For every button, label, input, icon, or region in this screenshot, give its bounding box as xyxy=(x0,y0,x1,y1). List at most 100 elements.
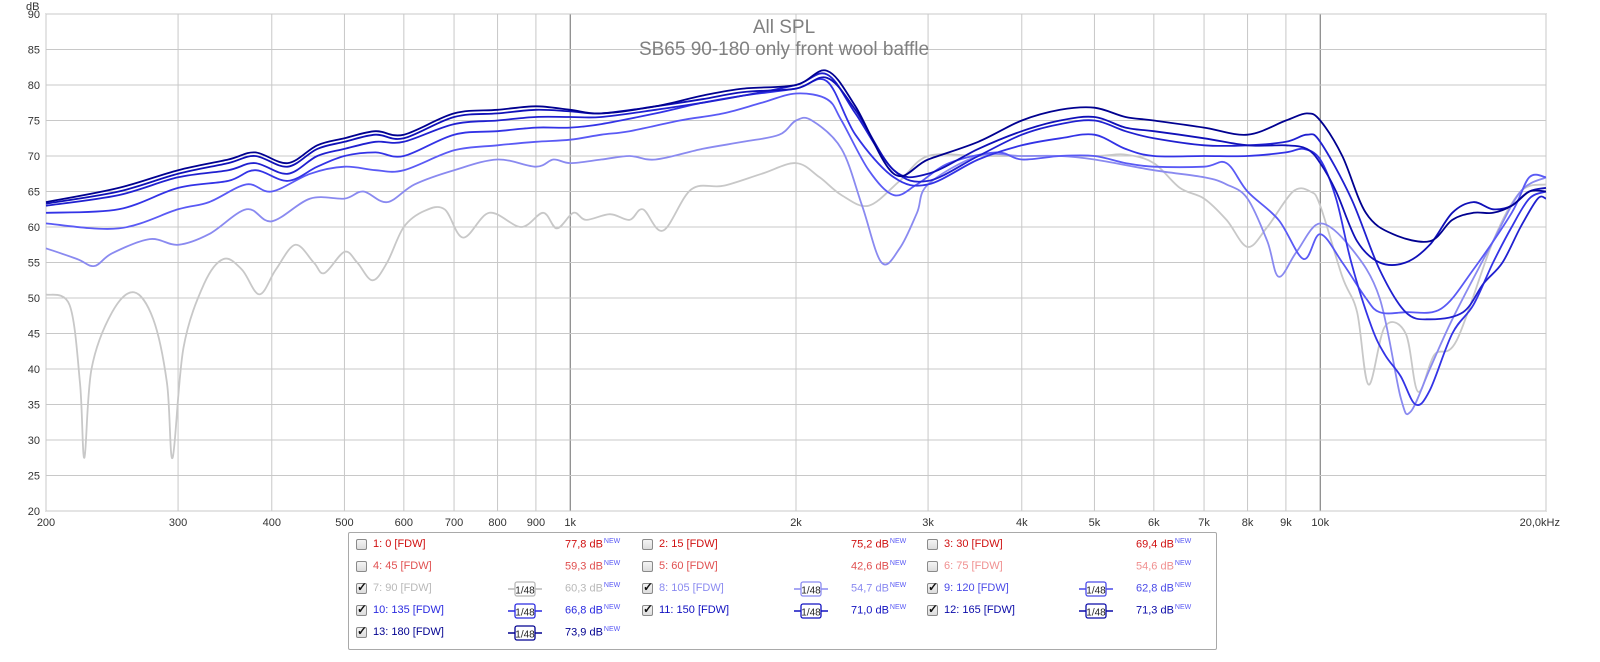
smoothing-box xyxy=(514,603,536,619)
legend-value-text: 75,2 dB xyxy=(851,538,889,551)
y-tick-label: 75 xyxy=(28,116,40,128)
legend-label[interactable]: 5: 60 [FDW] xyxy=(659,560,718,572)
smoothing-icon[interactable]: 1/48 xyxy=(1079,580,1113,598)
legend-label[interactable]: 13: 180 [FDW] xyxy=(373,626,444,638)
legend-checkbox[interactable]: ✓ xyxy=(356,580,368,594)
smoothing-label: 1/48 xyxy=(1086,586,1106,597)
new-badge: NEW xyxy=(1174,538,1192,545)
x-tick-label: 8k xyxy=(1242,517,1254,529)
legend-value-text: 42,6 dB xyxy=(851,560,889,573)
smoothing-icon[interactable]: 1/48 xyxy=(508,580,542,598)
legend-entry: ✓ 13: 180 [FDW] 1/48 73,9 dBNEW xyxy=(356,623,636,643)
legend-checkbox[interactable]: ✓ xyxy=(642,580,654,594)
legend-label[interactable]: 10: 135 [FDW] xyxy=(373,604,444,616)
legend-label[interactable]: 3: 30 [FDW] xyxy=(944,538,1003,550)
spl-chart: 20 25 30 35 40 45 50 55 60 65 70 75 80 85 90 200 300 400… xyxy=(26,1,1560,529)
legend-checkbox[interactable] xyxy=(642,561,653,572)
legend-label[interactable]: 2: 15 [FDW] xyxy=(659,538,718,550)
smoothing-icon[interactable]: 1/48 xyxy=(508,624,542,642)
legend-entry: 4: 45 [FDW] 59,3 dBNEW xyxy=(356,557,636,577)
smoothing-icon[interactable]: 1/48 xyxy=(1079,602,1113,620)
check-icon: ✓ xyxy=(643,602,654,616)
check-icon: ✓ xyxy=(643,580,654,594)
legend-checkbox[interactable]: ✓ xyxy=(356,602,367,616)
check-icon: ✓ xyxy=(357,580,368,594)
legend-checkbox[interactable]: ✓ xyxy=(356,624,367,638)
legend-checkbox[interactable] xyxy=(642,539,653,550)
series-lines xyxy=(45,69,1547,459)
chart-title: All SPL xyxy=(753,17,815,38)
new-badge: NEW xyxy=(889,604,907,611)
smoothing-icon[interactable]: 1/48 xyxy=(794,602,828,620)
legend-value: 60,3 dBNEW xyxy=(565,582,620,595)
smoothing-box xyxy=(800,581,822,597)
x-tick-label: 400 xyxy=(263,517,281,529)
new-badge: NEW xyxy=(1174,604,1192,611)
smoothing-label: 1/48 xyxy=(515,608,535,619)
x-tick-label: 2k xyxy=(790,517,802,529)
new-badge: NEW xyxy=(889,538,907,545)
legend-value: 71,0 dBNEW xyxy=(851,604,906,617)
series-line xyxy=(45,76,1547,266)
y-tick-label: 55 xyxy=(28,258,40,270)
smoothing-icon[interactable]: 1/48 xyxy=(508,602,542,620)
y-tick-label: 60 xyxy=(28,222,40,234)
legend-value: 66,8 dBNEW xyxy=(565,604,620,617)
legend-checkbox[interactable] xyxy=(356,539,367,550)
x-tick-label: 9k xyxy=(1280,517,1292,529)
legend-entry: ✓ 8: 105 [FDW] 1/48 54,7 dBNEW xyxy=(642,579,922,599)
legend-label[interactable]: 6: 75 [FDW] xyxy=(944,560,1003,572)
legend-label[interactable]: 4: 45 [FDW] xyxy=(373,560,432,572)
legend-entry: 3: 30 [FDW] 69,4 dBNEW xyxy=(927,535,1207,555)
x-tick-label: 500 xyxy=(335,517,353,529)
legend-entry: 6: 75 [FDW] 54,6 dBNEW xyxy=(927,557,1207,577)
new-badge: NEW xyxy=(889,560,907,567)
new-badge: NEW xyxy=(603,626,621,633)
series-line xyxy=(45,78,1547,406)
legend-checkbox[interactable]: ✓ xyxy=(927,602,939,616)
x-tick-label: 800 xyxy=(488,517,506,529)
check-icon: ✓ xyxy=(928,602,939,616)
new-badge: NEW xyxy=(603,582,621,589)
x-tick-labels: 200 300 400 500 600 700 800 900 1k 2k 3k 4k 5k 6k 7k 8k… xyxy=(37,517,1560,529)
legend-value-text: 66,8 dB xyxy=(565,604,603,617)
legend-checkbox[interactable] xyxy=(927,561,938,572)
smoothing-icon[interactable]: 1/48 xyxy=(794,580,828,598)
x-tick-label: 900 xyxy=(527,517,545,529)
legend-checkbox[interactable] xyxy=(356,561,367,572)
legend-label[interactable]: 8: 105 [FDW] xyxy=(659,582,724,594)
legend-entry: ✓ 10: 135 [FDW] 1/48 66,8 dBNEW xyxy=(356,601,636,621)
legend-value-text: 73,9 dB xyxy=(565,626,603,639)
legend-label[interactable]: 11: 150 [FDW] xyxy=(659,604,730,616)
x-tick-label: 1k xyxy=(564,517,576,529)
legend-entry: 5: 60 [FDW] 42,6 dBNEW xyxy=(642,557,922,577)
legend-checkbox[interactable] xyxy=(927,539,938,550)
legend-value: 75,2 dBNEW xyxy=(851,538,906,551)
legend-value: 73,9 dBNEW xyxy=(565,626,620,639)
new-badge: NEW xyxy=(1174,582,1192,589)
legend-label[interactable]: 7: 90 [FDW] xyxy=(373,582,432,594)
x-tick-label: 6k xyxy=(1148,517,1160,529)
new-badge: NEW xyxy=(1174,560,1192,567)
legend-value: 69,4 dBNEW xyxy=(1136,538,1191,551)
series-line xyxy=(45,153,1547,459)
legend-entry: 1: 0 [FDW] 77,8 dBNEW xyxy=(356,535,636,555)
legend-checkbox[interactable]: ✓ xyxy=(927,580,939,594)
chart-subtitle: SB65 90-180 only front wool baffle xyxy=(639,39,929,60)
x-tick-label: 300 xyxy=(169,517,187,529)
legend-entry: 2: 15 [FDW] 75,2 dBNEW xyxy=(642,535,922,555)
legend-value-text: 71,0 dB xyxy=(851,604,889,617)
legend-value: 54,6 dBNEW xyxy=(1136,560,1191,573)
x-tick-label: 700 xyxy=(445,517,463,529)
legend-label[interactable]: 12: 165 [FDW] xyxy=(944,604,1015,616)
y-tick-label: 35 xyxy=(28,400,40,412)
legend-value-text: 71,3 dB xyxy=(1136,604,1174,617)
legend-value: 62,8 dBNEW xyxy=(1136,582,1191,595)
legend-label[interactable]: 1: 0 [FDW] xyxy=(373,538,426,550)
x-tick-label: 200 xyxy=(37,517,55,529)
check-icon: ✓ xyxy=(928,580,939,594)
legend-value-text: 54,7 dB xyxy=(851,582,889,595)
legend-label[interactable]: 9: 120 [FDW] xyxy=(944,582,1009,594)
legend-value-text: 62,8 dB xyxy=(1136,582,1174,595)
legend-checkbox[interactable]: ✓ xyxy=(642,602,654,616)
